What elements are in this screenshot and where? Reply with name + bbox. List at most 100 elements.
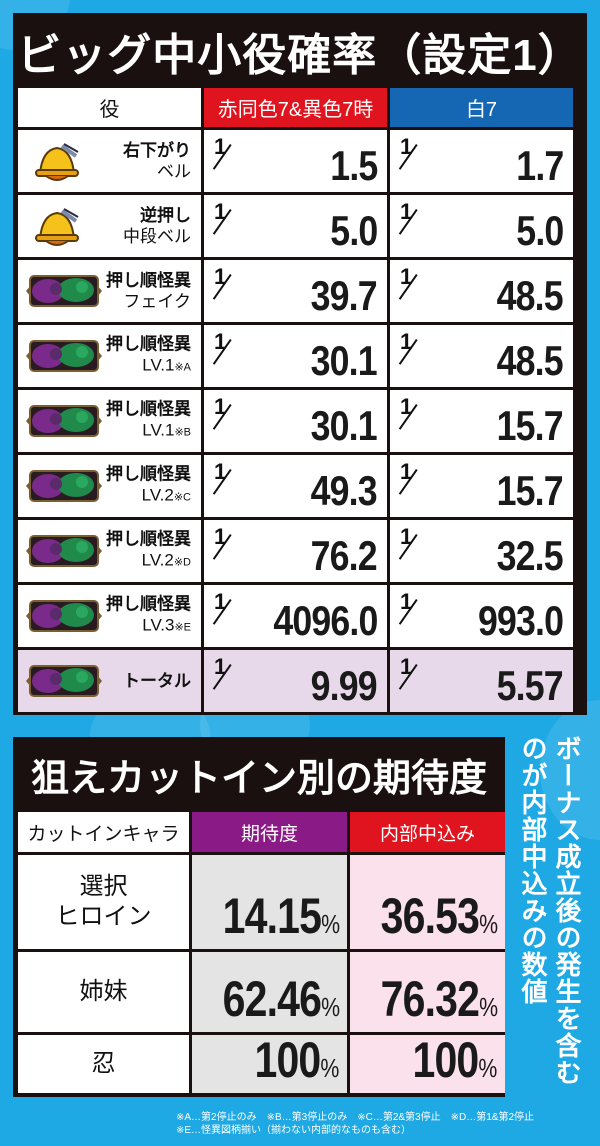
role-cell: 右下がりベル [18,130,201,192]
top-table-title: ビッグ中小役確率（設定1） [17,30,583,80]
role-cell: 逆押し中段ベル [18,195,201,257]
percent-sign: % [478,909,498,939]
probability-denominator: 15.7 [496,402,564,449]
probability-denominator: 39.7 [310,272,378,319]
internal-value: 36.53% [350,855,505,949]
role-label: 押し順怪異 LV.2※D [106,529,191,574]
role-label-line1: 右下がり [123,141,191,160]
chara-line1: 忍 [91,1050,116,1077]
role-label: 押し順怪異 LV.1※B [106,399,191,444]
kaii-plate-icon [26,468,102,504]
probability-denominator: 15.7 [496,467,564,514]
bell-icon [32,205,82,247]
header-red-seven: 赤同色7&異色7時 [204,88,387,127]
role-label-line1: 押し順怪異 [106,529,191,549]
role-cell: 押し順怪異 LV.2※D [18,520,201,582]
kaii-plate-icon [26,273,102,309]
role-label-line2: 中段ベル [123,227,191,246]
probability-denominator: 30.1 [310,402,378,449]
role-label-line2: LV.2※C [141,485,191,505]
role-label: 右下がりベル [123,140,191,182]
footnote-line-1: ※A…第2停止のみ ※B…第3停止のみ ※C…第2&第3停止 ※D…第1&第2停… [176,1112,535,1123]
probability-denominator: 4096.0 [272,597,378,644]
role-label-line2: ベル [157,162,191,181]
role-cell: トータル [18,650,201,712]
percent-value: 76.32% [380,971,498,1027]
footnote-line-2: ※E…怪異図柄揃い（揃わない内部的なものも含む） [176,1125,412,1136]
role-label-line1: 押し順怪異 [106,594,191,614]
role-label-line1: 逆押し [140,206,191,225]
white-seven-probability: 1 15.7 [390,390,573,452]
role-note: ※D [173,556,191,569]
header-expectation: 期待度 [192,812,347,852]
role-cell: 押し順怪異 LV.1※A [18,325,201,387]
percent-value: 14.15% [222,888,340,944]
red-seven-probability: 1 30.1 [204,390,387,452]
internal-value: 100% [350,1032,505,1093]
header-role: 役 [18,88,201,127]
red-seven-probability: 1 9.99 [204,650,387,712]
header-cutin-chara: カットインキャラ [18,812,189,852]
probability-denominator: 993.0 [477,597,564,644]
white-seven-probability: 1 32.5 [390,520,573,582]
probability-denominator: 32.5 [496,532,564,579]
role-label: 押し順怪異フェイク [106,270,191,312]
role-label-line1: 押し順怪異 [106,271,191,290]
chara-line2: ヒロイン [55,903,152,930]
white-seven-probability: 1 5.0 [390,195,573,257]
white-seven-probability: 1 5.57 [390,650,573,712]
expectation-value: 62.46% [192,952,347,1032]
role-label: トータル [123,671,191,692]
role-label-line2: フェイク [123,292,191,311]
kaii-plate-icon [26,338,102,374]
role-label-line1: 押し順怪異 [106,399,191,419]
white-seven-probability: 1 48.5 [390,260,573,322]
red-seven-probability: 1 39.7 [204,260,387,322]
probability-denominator: 5.0 [515,207,564,254]
percent-sign: % [320,1053,340,1083]
cutin-chara-cell: 忍 [18,1035,189,1093]
probability-denominator: 30.1 [310,337,378,384]
percent-sign: % [478,992,498,1022]
role-note: ※C [173,491,191,504]
footnotes: ※A…第2停止のみ ※B…第3停止のみ ※C…第2&第3停止 ※D…第1&第2停… [176,1111,534,1137]
kaii-plate-icon [26,533,102,569]
role-label-line1: トータル [123,671,191,691]
role-label-line2: LV.1※A [142,355,191,375]
red-seven-probability: 1 5.0 [204,195,387,257]
role-label-line2: LV.3※E [142,615,191,635]
role-note: ※E [174,621,191,634]
probability-denominator: 9.99 [310,662,378,709]
role-label: 押し順怪異 LV.2※C [106,464,191,509]
role-label: 押し順怪異 LV.3※E [106,594,191,639]
expectation-value: 14.15% [192,855,347,949]
percent-value: 100% [412,1032,498,1088]
red-seven-probability: 1 1.5 [204,130,387,192]
chara-line1: 選択 [79,873,128,900]
probability-denominator: 5.0 [329,207,378,254]
probability-denominator: 1.5 [329,142,378,189]
white-seven-probability: 1 993.0 [390,585,573,647]
percent-sign: % [320,909,340,939]
percent-value: 100% [254,1032,340,1088]
role-cell: 押し順怪異 LV.3※E [18,585,201,647]
probability-denominator: 76.2 [310,532,378,579]
cutin-expectation-table: 狙えカットイン別の期待度 カットインキャラ 期待度 内部中込み 選択 ヒロイン 14… [13,737,505,1097]
big-small-role-probability-table: ビッグ中小役確率（設定1） 役 赤同色7&異色7時 白7 右下がり ベル 1 1.5 1… [13,13,587,715]
red-seven-probability: 1 76.2 [204,520,387,582]
role-label-line1: 押し順怪異 [106,334,191,354]
expectation-value: 100% [192,1032,347,1093]
bell-icon [32,140,82,182]
probability-denominator: 1.7 [515,142,564,189]
probability-denominator: 49.3 [310,467,378,514]
white-seven-probability: 1 48.5 [390,325,573,387]
bottom-table-grid: カットインキャラ 期待度 内部中込み 選択 ヒロイン 14.15% 36.53% 姉妹 6… [16,812,505,1093]
chara-line1: 姉妹 [79,978,128,1005]
percent-sign: % [478,1053,498,1083]
cutin-chara-cell: 選択 ヒロイン [18,855,189,949]
kaii-plate-icon [26,598,102,634]
kaii-plate-icon [26,403,102,439]
probability-denominator: 48.5 [496,272,564,319]
percent-value: 62.46% [222,971,339,1027]
top-table-grid: 役 赤同色7&異色7時 白7 右下がり ベル 1 1.5 1 1.7 逆押し 中段ベル 1 5.0… [16,88,584,712]
